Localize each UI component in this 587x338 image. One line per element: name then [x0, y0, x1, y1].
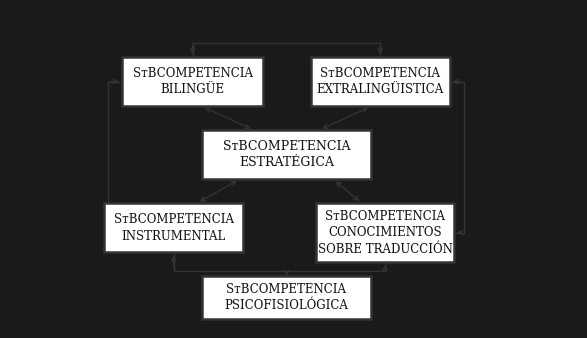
Bar: [202, 276, 371, 319]
Text: SᴛBCOMPETENCIA: SᴛBCOMPETENCIA: [325, 210, 445, 222]
Text: CONOCIMIENTOS: CONOCIMIENTOS: [328, 226, 442, 239]
Text: SᴛBCOMPETENCIA: SᴛBCOMPETENCIA: [227, 283, 346, 296]
Bar: [311, 57, 450, 106]
Text: INSTRUMENTAL: INSTRUMENTAL: [122, 230, 226, 243]
Text: SᴛBCOMPETENCIA: SᴛBCOMPETENCIA: [133, 67, 252, 80]
Text: BILINGÜE: BILINGÜE: [160, 83, 225, 96]
Text: PSICOFISIOLÓGICA: PSICOFISIOLÓGICA: [224, 299, 349, 312]
Bar: [202, 130, 371, 179]
Text: SOBRE TRADUCCIÓN: SOBRE TRADUCCIÓN: [318, 243, 453, 256]
Text: SᴛBCOMPETENCIA: SᴛBCOMPETENCIA: [114, 213, 234, 226]
Text: EXTRALINGÜISTICA: EXTRALINGÜISTICA: [317, 83, 444, 96]
Text: SᴛBCOMPETENCIA: SᴛBCOMPETENCIA: [321, 67, 440, 80]
Bar: [104, 203, 243, 252]
Text: ESTRATÉGICA: ESTRATÉGICA: [239, 156, 334, 169]
Bar: [316, 203, 454, 262]
Text: SᴛBCOMPETENCIA: SᴛBCOMPETENCIA: [222, 140, 350, 153]
Bar: [122, 57, 263, 106]
